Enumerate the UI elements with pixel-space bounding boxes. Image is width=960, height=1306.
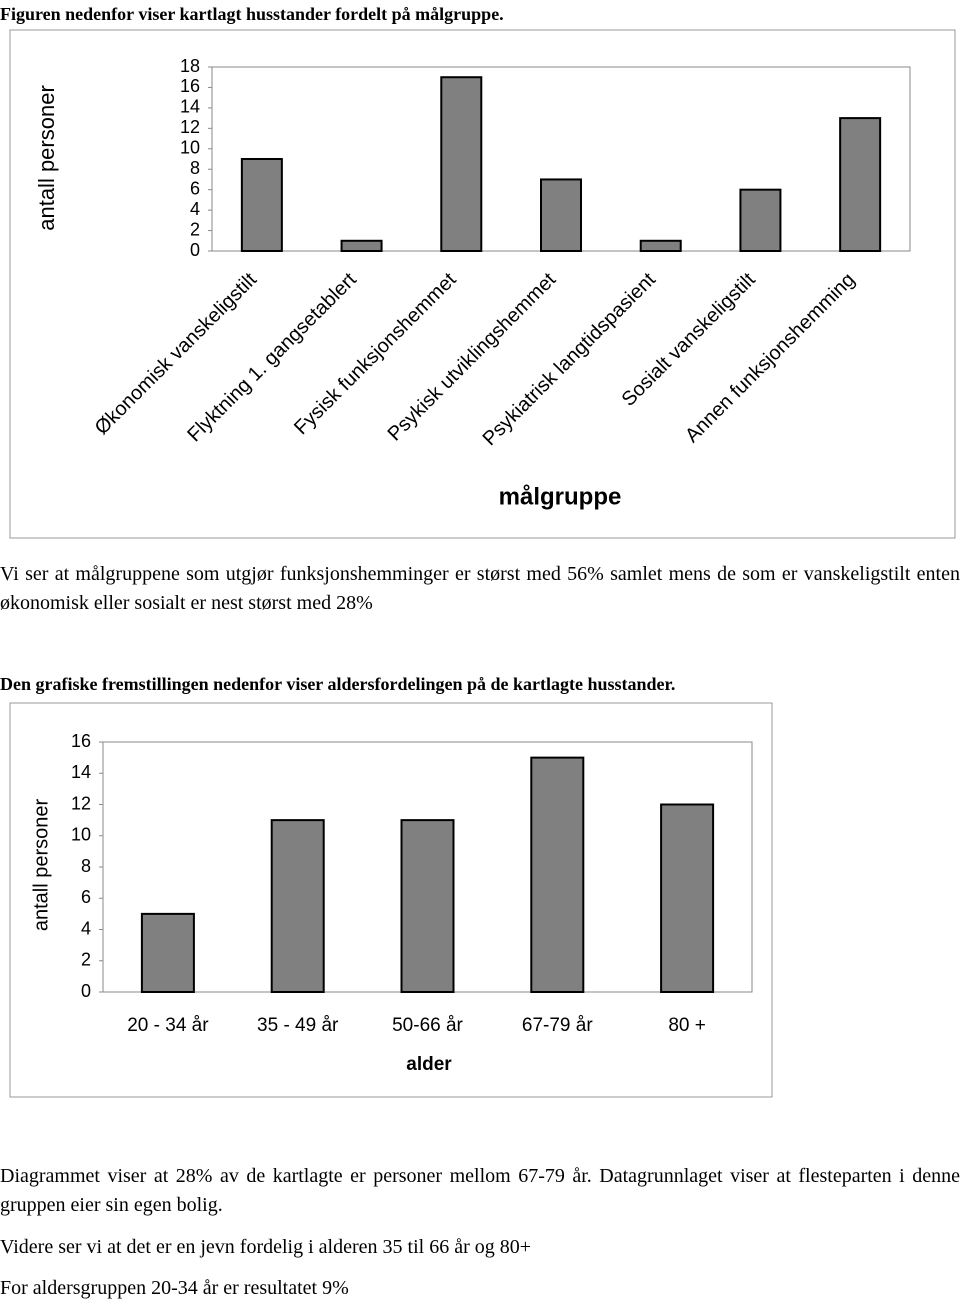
y-axis-label: antall personer <box>30 799 52 932</box>
bar <box>739 188 782 253</box>
x-tick-label: Økonomisk vanskeligstilt <box>91 268 262 439</box>
y-tick-label: 0 <box>190 240 200 260</box>
bar <box>240 158 283 252</box>
x-tick-label: Psykisk utviklingshemmet <box>384 268 561 445</box>
y-tick-label: 8 <box>190 158 200 178</box>
paragraph: For aldersgruppen 20-34 år er resultatet… <box>0 1277 349 1299</box>
x-tick-label: Psykiatrisk langtidspasient <box>479 268 661 450</box>
y-tick-label: 6 <box>81 887 91 907</box>
bar <box>340 239 383 252</box>
y-tick-label: 0 <box>81 981 91 1001</box>
x-axis-label: målgruppe <box>499 483 622 510</box>
y-tick-label: 10 <box>71 825 91 845</box>
y-tick-label: 2 <box>190 219 200 239</box>
heading: Den grafiske fremstillingen nedenfor vis… <box>0 674 676 694</box>
y-tick-label: 8 <box>81 856 91 876</box>
y-tick-label: 12 <box>180 117 200 137</box>
paragraph: Videre ser vi at det er en jevn fordelig… <box>0 1236 532 1258</box>
paragraph: Vi ser at målgruppene som utgjør funksjo… <box>0 563 960 614</box>
x-axis-label: alder <box>406 1054 452 1075</box>
x-tick-label: 50-66 år <box>392 1015 463 1036</box>
chart-frame <box>9 29 956 539</box>
y-tick-label: 16 <box>180 76 200 96</box>
bar <box>839 117 882 252</box>
y-tick-label: 12 <box>71 793 91 813</box>
heading: Figuren nedenfor viser kartlagt husstand… <box>0 4 504 24</box>
y-axis-label: antall personer <box>34 85 59 231</box>
y-tick-label: 10 <box>180 138 200 158</box>
x-tick-label: 67-79 år <box>522 1015 593 1036</box>
y-tick-label: 14 <box>180 97 200 117</box>
bar <box>270 819 325 993</box>
x-tick-label: Annen funksjonshemming <box>681 269 859 447</box>
bar <box>140 912 195 993</box>
bar <box>660 803 715 993</box>
bar <box>540 178 582 252</box>
y-tick-label: 4 <box>81 918 91 938</box>
y-tick-label: 6 <box>190 178 200 198</box>
y-tick-label: 14 <box>71 762 91 782</box>
x-tick-label: 80 + <box>668 1015 706 1036</box>
y-tick-label: 18 <box>180 56 200 76</box>
x-tick-label: 35 - 49 år <box>257 1015 339 1036</box>
paragraph: Diagrammet viser at 28% av de kartlagte … <box>0 1165 960 1216</box>
bar <box>530 756 585 993</box>
y-tick-label: 2 <box>81 950 91 970</box>
chart-frame <box>9 702 773 1098</box>
y-tick-label: 16 <box>71 731 91 751</box>
bar <box>400 819 455 993</box>
bar <box>440 76 483 252</box>
x-tick-label: 20 - 34 år <box>127 1015 209 1036</box>
x-tick-label: Fysisk funksjonshemmet <box>290 268 461 439</box>
y-tick-label: 4 <box>190 199 200 219</box>
x-tick-label: Flyktning 1. gangsetablert <box>183 268 361 446</box>
bar <box>639 239 682 252</box>
